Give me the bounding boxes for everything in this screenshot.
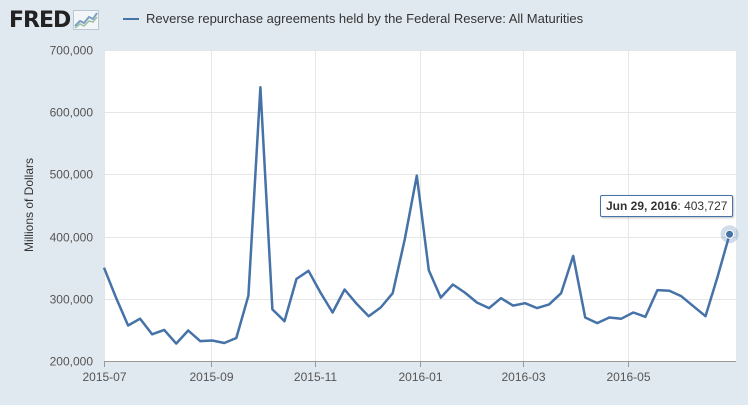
y-tick-label: 200,000 <box>50 355 94 369</box>
fred-chart-icon <box>73 10 100 30</box>
x-tick-label: 2015-09 <box>189 370 233 384</box>
fred-logo[interactable]: FRED <box>9 5 100 35</box>
y-tick-label: 500,000 <box>50 168 94 182</box>
tooltip-separator: : <box>677 199 685 213</box>
y-tick-label: 700,000 <box>50 44 94 58</box>
y-tick-label: 600,000 <box>50 106 94 120</box>
tooltip-value: 403,727 <box>684 199 728 213</box>
x-tick-label: 2015-11 <box>294 370 337 384</box>
x-tick-label: 2016-01 <box>398 370 442 384</box>
chart-header: FRED Reverse repurchase agreements held … <box>0 0 748 40</box>
y-tick-label: 400,000 <box>50 231 94 245</box>
x-tick-label: 2016-03 <box>501 370 545 384</box>
legend-swatch <box>123 17 139 20</box>
tooltip-date: Jun 29, 2016 <box>606 199 678 213</box>
hover-marker-layer <box>720 225 739 244</box>
x-tick-label: 2016-05 <box>606 370 650 384</box>
series-layer <box>102 86 731 345</box>
legend-label: Reverse repurchase agreements held by th… <box>146 11 584 26</box>
series-line[interactable] <box>102 86 731 345</box>
y-axis-tick-labels: 200,000 300,000 400,000 500,000 600,000 700,0… <box>50 44 94 369</box>
tooltip: Jun 29, 2016: 403,727 <box>600 195 734 217</box>
data-point[interactable] <box>725 229 735 239</box>
y-tick-label: 300,000 <box>50 293 94 307</box>
x-tick-label: 2015-07 <box>82 370 126 384</box>
x-axis: 2015-07 2015-09 2015-11 2016-01 2016-03 2016-… <box>82 361 736 384</box>
legend[interactable]: Reverse repurchase agreements held by th… <box>123 11 583 26</box>
fred-logo-text: FRED <box>9 7 71 33</box>
